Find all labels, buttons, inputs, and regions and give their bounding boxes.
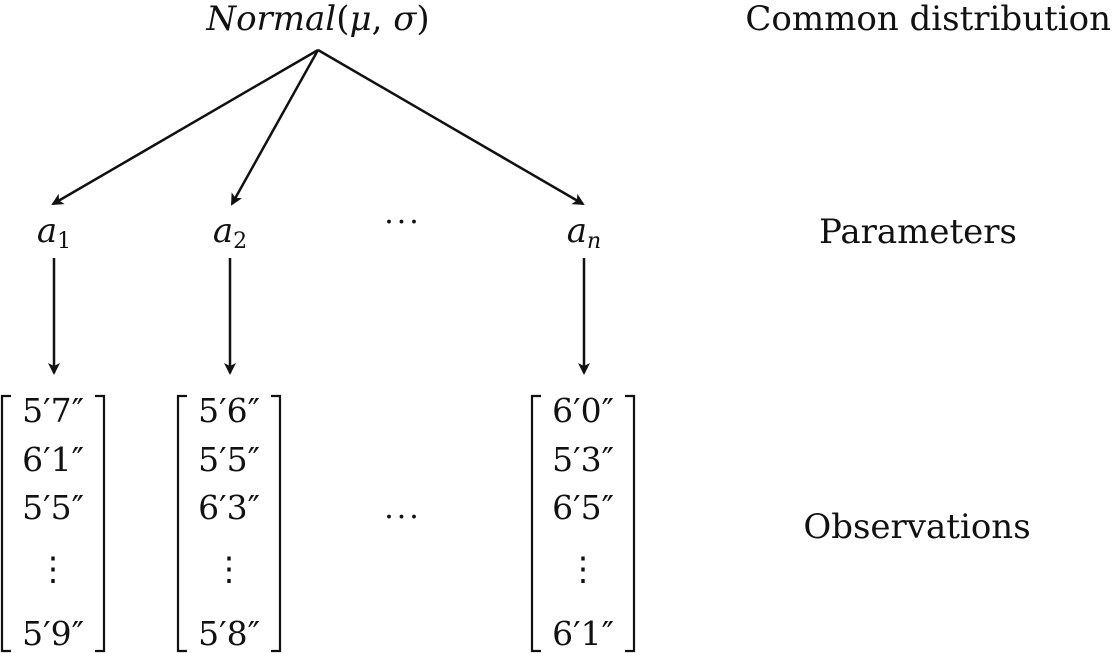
common-distribution-node: Normal(μ, σ) [205,0,429,39]
common-distribution-label: Common distribution [745,0,1111,39]
observation-value: 6′5″ [552,488,614,527]
observation-value: 5′5″ [22,488,84,527]
observation-vector-2: 5′6″ 5′5″ 6′3″ ⋮ 5′8″ [176,391,282,653]
observation-value: 5′8″ [198,614,260,653]
observation-vector-1: 5′7″ 6′1″ 5′5″ ⋮ 5′9″ [0,391,106,653]
parameters-label: Parameters [819,212,1017,252]
observation-value: 6′3″ [198,488,260,527]
observation-value: 6′1″ [552,614,614,653]
observation-value: 6′0″ [552,391,614,430]
left-bracket [176,394,187,653]
parameter-an: an [567,211,601,254]
right-bracket [625,394,636,653]
left-bracket [530,394,541,653]
parameter-a2: a2 [213,211,247,254]
right-bracket [95,394,106,653]
arrow-to-a2 [230,49,320,206]
observation-vector-n: 6′0″ 5′3″ 6′5″ ⋮ 6′1″ [530,391,636,653]
arrow-to-a1 [51,48,319,206]
parameter-a1: a1 [37,211,71,254]
right-bracket [271,394,282,653]
observations-label: Observations [803,507,1030,547]
vertical-ellipsis: ⋮ [567,549,600,588]
observation-value: 6′1″ [22,440,84,479]
observation-value: 5′9″ [22,614,84,653]
observation-value: 5′6″ [198,391,260,430]
observation-value: 5′5″ [198,440,260,479]
vertical-ellipsis: ⋮ [213,549,246,588]
observation-value: 5′3″ [552,440,614,479]
observation-ellipsis: ··· [384,500,422,535]
vertical-ellipsis: ⋮ [37,549,70,588]
left-bracket [0,394,11,653]
parameter-ellipsis: ··· [384,205,422,240]
observation-value: 5′7″ [22,391,84,430]
arrow-to-an [317,48,585,206]
